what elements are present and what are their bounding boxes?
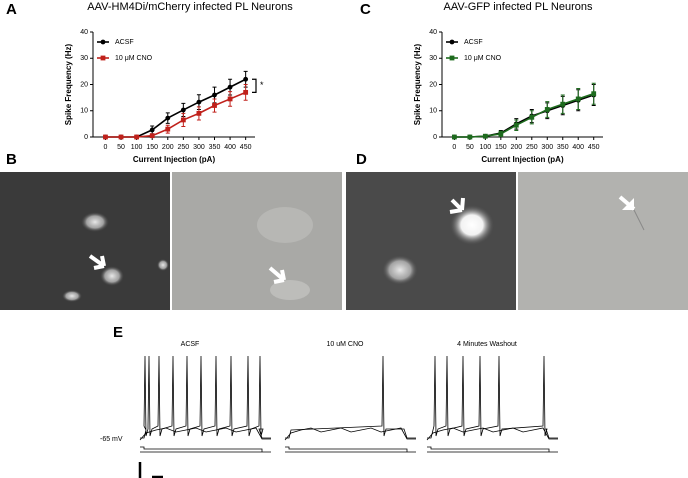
marker bbox=[212, 92, 217, 98]
marker bbox=[103, 134, 108, 140]
trace bbox=[139, 427, 271, 441]
marker bbox=[451, 134, 457, 140]
x-tick-label: 450 bbox=[588, 144, 600, 151]
micrograph-b bbox=[0, 172, 342, 310]
chart-title: AAV-HM4Di/mCherry infected PL Neurons bbox=[87, 1, 293, 13]
series-line bbox=[105, 91, 246, 138]
x-tick-label: 400 bbox=[224, 144, 236, 151]
marker bbox=[560, 101, 566, 107]
marker bbox=[212, 103, 217, 108]
x-tick-label: 350 bbox=[209, 144, 221, 151]
traces bbox=[139, 355, 558, 453]
marker bbox=[467, 134, 473, 140]
y-axis-label: Spike Frequency (Hz) bbox=[413, 43, 422, 125]
x-axis-label: Current Injection (pA) bbox=[133, 155, 216, 164]
trace bbox=[140, 355, 271, 439]
panel-letter: E bbox=[113, 324, 123, 341]
trace-label: 4 Minutes Washout bbox=[457, 341, 517, 348]
marker bbox=[196, 99, 202, 105]
x-tick-label: 200 bbox=[510, 144, 522, 151]
x-tick-label: 150 bbox=[146, 144, 158, 151]
marker bbox=[482, 133, 488, 139]
marker bbox=[149, 127, 155, 133]
marker bbox=[591, 91, 597, 97]
bracket bbox=[252, 78, 257, 93]
y-tick-label: 40 bbox=[429, 29, 437, 36]
micrograph-d bbox=[346, 172, 688, 310]
trace-label: 10 uM CNO bbox=[327, 341, 365, 348]
trace bbox=[427, 355, 558, 439]
y-tick-label: 0 bbox=[433, 134, 437, 141]
stimulus bbox=[285, 446, 416, 453]
y-tick-label: 20 bbox=[429, 81, 437, 88]
y-tick-label: 20 bbox=[80, 81, 88, 88]
x-tick-label: 300 bbox=[541, 144, 553, 151]
marker bbox=[165, 126, 171, 132]
x-tick-label: 50 bbox=[466, 144, 474, 151]
x-tick-label: 200 bbox=[162, 144, 174, 151]
legend-marker bbox=[100, 55, 106, 61]
series-line bbox=[454, 92, 594, 138]
y-tick-label: 30 bbox=[80, 55, 88, 62]
legend-marker bbox=[100, 39, 106, 45]
marker bbox=[529, 114, 535, 120]
y-axis-label: Spike Frequency (Hz) bbox=[64, 43, 73, 125]
legend-marker bbox=[449, 55, 455, 61]
marker bbox=[498, 131, 504, 137]
marker bbox=[227, 84, 233, 90]
legend-label: ACSF bbox=[464, 39, 483, 46]
marker bbox=[513, 122, 519, 128]
y-tick-label: 0 bbox=[84, 134, 88, 141]
baseline-label: -65 mV bbox=[100, 436, 123, 443]
marker bbox=[149, 133, 155, 139]
x-axis-label: Current Injection (pA) bbox=[481, 155, 564, 164]
x-tick-label: 400 bbox=[572, 144, 584, 151]
stimulus bbox=[140, 446, 271, 453]
scale-bar bbox=[138, 462, 163, 478]
marker bbox=[243, 76, 249, 82]
x-tick-label: 150 bbox=[495, 144, 507, 151]
x-tick-label: 250 bbox=[178, 144, 190, 151]
x-tick-label: 50 bbox=[117, 144, 125, 151]
marker bbox=[165, 115, 171, 121]
y-tick-label: 10 bbox=[429, 108, 437, 115]
x-tick-label: 100 bbox=[480, 144, 492, 151]
marker bbox=[575, 96, 581, 102]
y-tick-label: 10 bbox=[80, 108, 88, 115]
legend-label: 10 μM CNO bbox=[464, 55, 502, 62]
y-tick-label: 30 bbox=[429, 55, 437, 62]
panel-letter: C bbox=[360, 1, 371, 18]
marker bbox=[180, 107, 186, 113]
panel-letter: A bbox=[6, 1, 17, 18]
x-tick-label: 300 bbox=[193, 144, 205, 151]
marker bbox=[196, 110, 202, 116]
trace bbox=[285, 355, 416, 439]
trace-label: ACSF bbox=[181, 341, 200, 348]
x-tick-label: 100 bbox=[131, 144, 143, 151]
trace bbox=[284, 427, 416, 441]
marker bbox=[180, 117, 186, 123]
x-tick-label: 350 bbox=[557, 144, 569, 151]
x-tick-label: 450 bbox=[240, 144, 252, 151]
chart-title: AAV-GFP infected PL Neurons bbox=[444, 1, 593, 13]
legend-label: ACSF bbox=[115, 39, 134, 46]
x-tick-label: 0 bbox=[452, 144, 456, 151]
stimulus bbox=[427, 446, 558, 453]
marker bbox=[134, 134, 140, 140]
trace bbox=[426, 427, 558, 441]
marker bbox=[544, 107, 550, 112]
marker bbox=[243, 89, 249, 95]
legend-marker bbox=[449, 39, 455, 45]
marker bbox=[118, 134, 124, 140]
x-tick-label: 0 bbox=[104, 144, 108, 151]
panel-letter: D bbox=[356, 151, 367, 168]
y-tick-label: 40 bbox=[80, 29, 88, 36]
panel-letter: B bbox=[6, 151, 17, 168]
legend-label: 10 μM CNO bbox=[115, 55, 153, 62]
annotation: * bbox=[260, 80, 264, 90]
series-line bbox=[105, 78, 247, 138]
marker bbox=[227, 96, 233, 102]
x-tick-label: 250 bbox=[526, 144, 538, 151]
